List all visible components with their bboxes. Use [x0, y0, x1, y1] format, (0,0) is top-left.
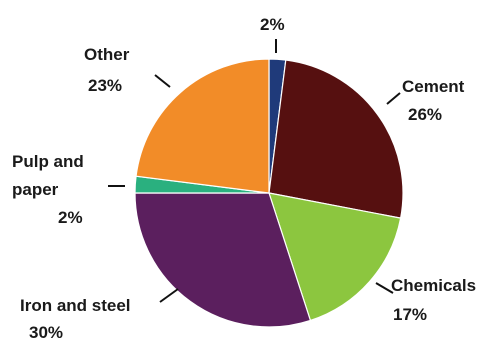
leader-line-cement — [386, 92, 401, 105]
leader-lines — [108, 39, 401, 303]
label-cement-percent: 26% — [408, 105, 442, 124]
label-iron-steel-name: Iron and steel — [20, 296, 131, 315]
label-cement-name: Cement — [402, 77, 465, 96]
label-pulp-paper-percent: 2% — [58, 208, 83, 227]
label-chemicals-name: Chemicals — [391, 276, 476, 295]
pie-slices — [134, 58, 404, 328]
leader-line-chemicals — [375, 282, 394, 294]
pie-slice-other — [135, 58, 270, 194]
pie-slice-iron-and-steel — [134, 192, 312, 328]
label-other-percent: 23% — [88, 76, 122, 95]
pie-slice-chemicals — [268, 192, 402, 322]
leader-line-iron-steel — [159, 288, 179, 303]
label-pulp-paper-line1: Pulp and — [12, 152, 84, 171]
label-percent-blue: 2% — [260, 15, 285, 34]
pie-slice-cement — [268, 59, 404, 219]
label-pulp-paper-line2: paper — [12, 180, 59, 199]
leader-line-other — [154, 74, 171, 88]
label-chemicals-percent: 17% — [393, 305, 427, 324]
slice-labels: 2% Cement 26% Chemicals 17% Iron and ste… — [12, 15, 476, 342]
label-iron-steel-percent: 30% — [29, 323, 63, 342]
label-other-name: Other — [84, 45, 130, 64]
